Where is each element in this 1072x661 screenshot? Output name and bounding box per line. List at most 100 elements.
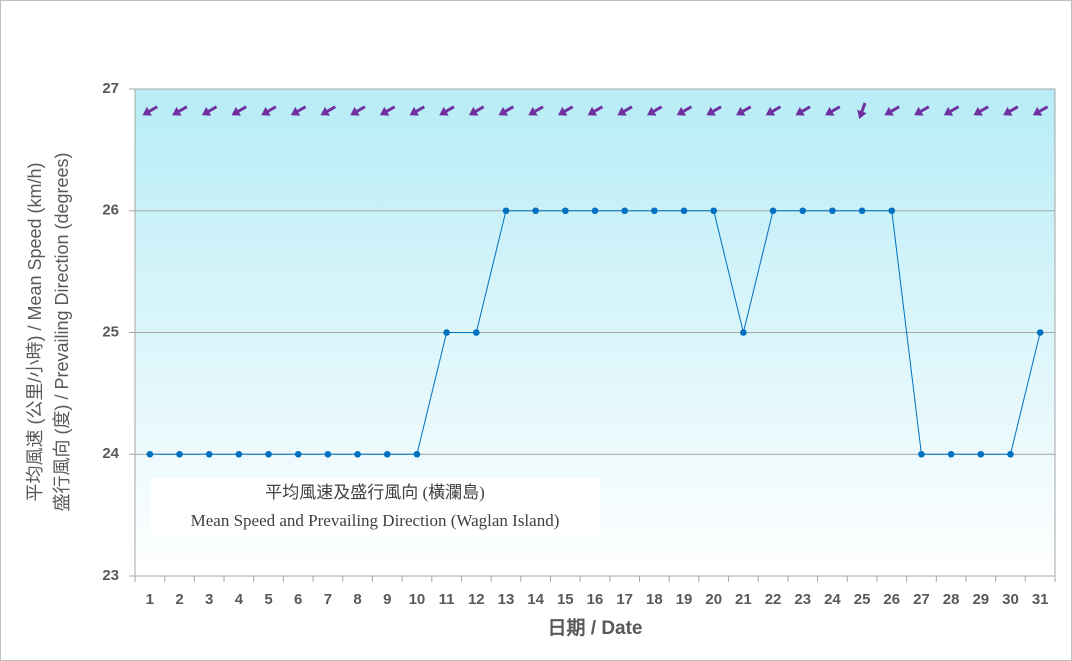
x-tick-label: 6 bbox=[294, 591, 302, 608]
arrow-head bbox=[409, 106, 420, 116]
arrow-head bbox=[320, 106, 330, 116]
x-tick-label: 31 bbox=[1032, 591, 1049, 608]
direction-arrow bbox=[379, 105, 396, 116]
direction-arrow bbox=[765, 105, 782, 116]
data-point bbox=[888, 207, 896, 215]
arrow-head bbox=[231, 106, 241, 116]
data-point bbox=[383, 450, 391, 458]
direction-arrow bbox=[617, 105, 633, 116]
data-point bbox=[651, 207, 658, 215]
arrow-head bbox=[261, 106, 271, 116]
x-tick-label: 19 bbox=[676, 591, 693, 608]
direction-arrow bbox=[884, 105, 900, 116]
x-tick-label: 9 bbox=[383, 591, 391, 608]
annotation: 平均風速及盛行風向 (橫瀾島) bbox=[265, 483, 485, 502]
arrow-head bbox=[1003, 106, 1013, 116]
direction-arrow bbox=[201, 105, 218, 116]
x-tick-label: 11 bbox=[439, 591, 455, 608]
data-point bbox=[947, 450, 955, 458]
arrow-head bbox=[884, 106, 894, 116]
x-tick-label: 4 bbox=[235, 591, 244, 608]
x-tick-label: 18 bbox=[646, 591, 663, 608]
data-point bbox=[443, 329, 450, 336]
arrow-head bbox=[172, 106, 182, 116]
arrow-head bbox=[201, 106, 212, 116]
x-tick-label: 13 bbox=[498, 591, 515, 608]
x-tick-label: 26 bbox=[883, 591, 900, 608]
data-point bbox=[858, 207, 866, 215]
x-axis-title: 日期 / Date bbox=[547, 617, 642, 639]
arrow-head bbox=[914, 106, 924, 116]
y-tick-label: 27 bbox=[102, 80, 119, 97]
direction-arrow bbox=[231, 105, 247, 116]
data-point bbox=[1007, 450, 1014, 458]
arrow-head bbox=[142, 106, 152, 116]
data-point bbox=[502, 207, 510, 215]
arrow-head bbox=[350, 106, 360, 116]
data-point bbox=[1036, 329, 1044, 336]
x-tick-label: 8 bbox=[353, 591, 361, 608]
direction-arrow bbox=[795, 105, 811, 116]
arrow-head bbox=[736, 106, 746, 116]
direction-arrow bbox=[468, 105, 485, 116]
data-point bbox=[740, 329, 747, 336]
data-point bbox=[562, 207, 569, 215]
arrow-head bbox=[557, 106, 568, 116]
direction-arrow bbox=[706, 105, 722, 116]
x-tick-label: 23 bbox=[794, 591, 811, 608]
data-point bbox=[176, 450, 183, 458]
x-tick-label: 30 bbox=[1002, 591, 1019, 608]
arrow-head bbox=[706, 106, 716, 116]
y-tick-label: 26 bbox=[102, 202, 119, 219]
x-tick-label: 15 bbox=[557, 591, 574, 608]
direction-arrow bbox=[1032, 105, 1049, 116]
direction-arrow bbox=[498, 105, 515, 116]
annotation: Mean Speed and Prevailing Direction (Wag… bbox=[191, 511, 560, 530]
x-tick-label: 14 bbox=[527, 591, 544, 608]
data-point bbox=[146, 450, 154, 458]
arrow-head bbox=[943, 106, 954, 116]
arrow-head bbox=[825, 106, 835, 116]
direction-arrow bbox=[973, 105, 989, 116]
x-tick-label: 20 bbox=[705, 591, 722, 608]
x-tick-label: 7 bbox=[324, 591, 332, 608]
x-tick-label: 25 bbox=[854, 591, 871, 608]
direction-arrow bbox=[557, 105, 574, 116]
direction-arrow bbox=[914, 105, 930, 116]
arrow-head bbox=[617, 106, 627, 116]
data-point bbox=[354, 450, 361, 458]
y-axis-title: 盛行風向 (度) / Prevailing Direction (degrees… bbox=[52, 152, 72, 511]
x-tick-label: 21 bbox=[735, 591, 752, 608]
arrow-head bbox=[676, 106, 687, 116]
x-tick-label: 5 bbox=[264, 591, 272, 608]
data-point bbox=[621, 207, 628, 215]
arrow-head bbox=[528, 106, 538, 116]
data-point bbox=[413, 450, 421, 458]
arrow-head bbox=[439, 106, 449, 116]
data-point bbox=[591, 207, 599, 215]
arrow-head bbox=[290, 106, 301, 116]
data-point bbox=[799, 207, 807, 215]
data-point bbox=[769, 207, 777, 215]
arrow-head bbox=[973, 106, 983, 116]
direction-arrow bbox=[825, 105, 841, 116]
direction-arrow bbox=[857, 102, 867, 119]
data-point bbox=[710, 207, 718, 215]
y-tick-label: 25 bbox=[102, 323, 119, 340]
data-point bbox=[294, 450, 302, 458]
direction-arrow bbox=[172, 105, 188, 116]
arrow-head bbox=[468, 106, 479, 116]
direction-arrow bbox=[320, 105, 337, 116]
x-tick-label: 28 bbox=[943, 591, 960, 608]
x-tick-label: 16 bbox=[587, 591, 604, 608]
direction-arrow bbox=[1003, 105, 1019, 116]
direction-arrow bbox=[439, 105, 455, 116]
data-point bbox=[265, 450, 272, 458]
direction-arrow bbox=[528, 105, 544, 116]
arrow-head bbox=[587, 106, 598, 116]
direction-arrow bbox=[261, 105, 277, 116]
direction-arrow bbox=[736, 105, 752, 116]
direction-arrow bbox=[142, 105, 158, 116]
